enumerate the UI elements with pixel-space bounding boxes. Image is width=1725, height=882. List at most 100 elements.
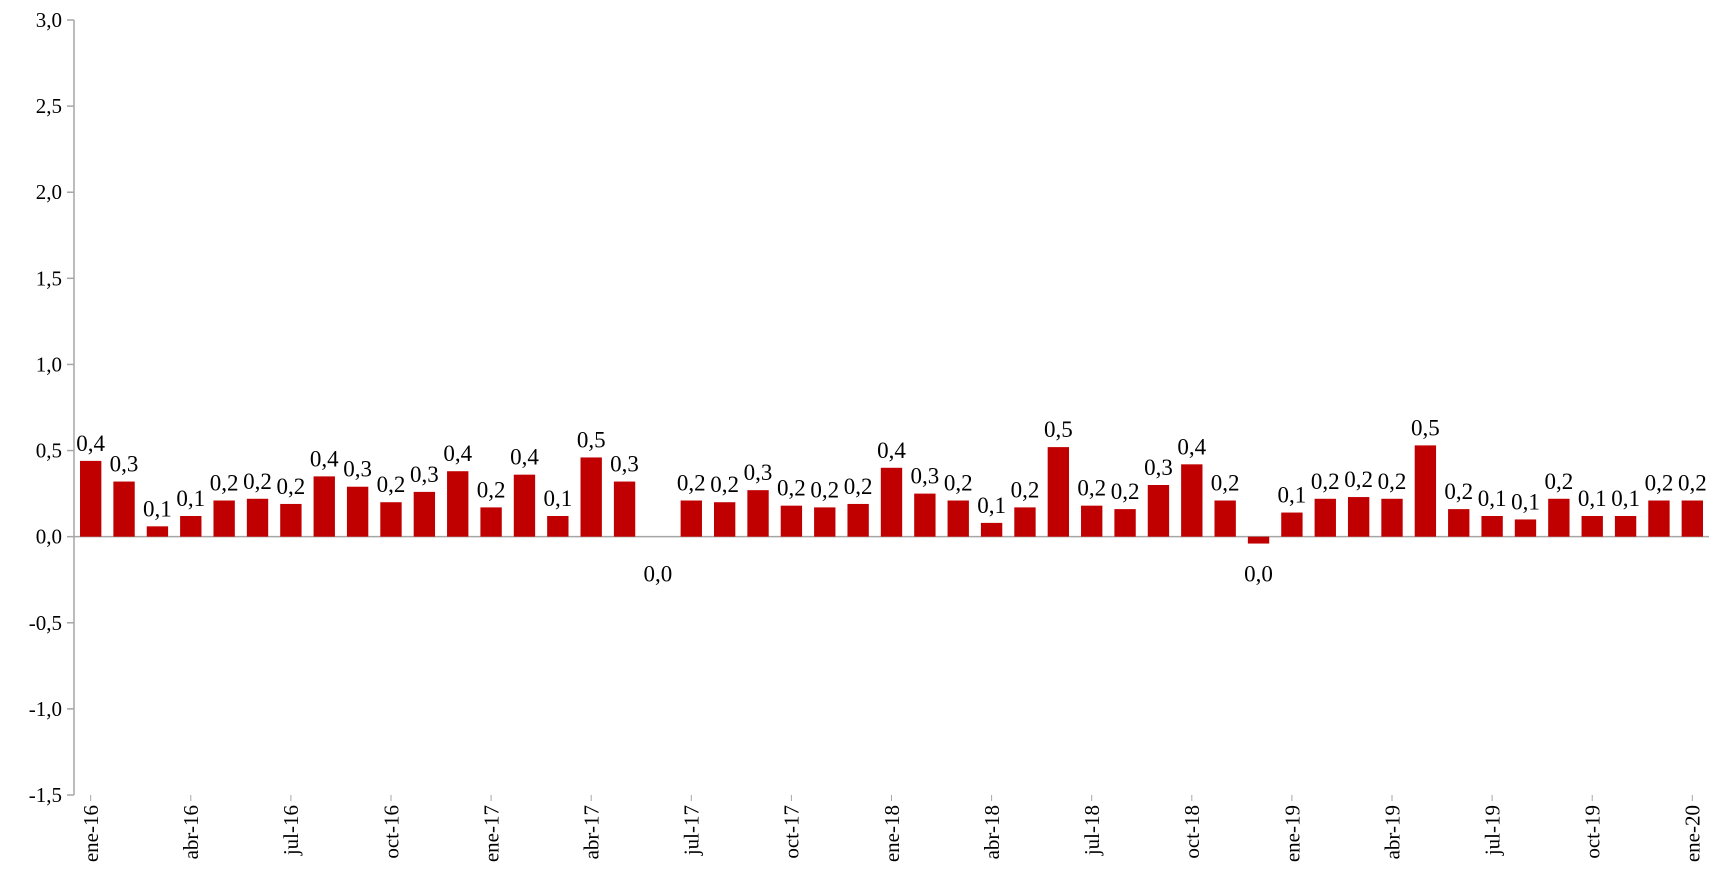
bar <box>246 498 269 537</box>
x-tick-label: ene-17 <box>479 805 503 862</box>
bar <box>914 493 936 537</box>
value-label: 0,3 <box>610 452 639 477</box>
value-label: 0,2 <box>1645 471 1674 496</box>
value-label: 0,2 <box>1678 471 1707 496</box>
bar <box>713 502 736 537</box>
x-tick-label: jul-17 <box>680 805 704 856</box>
y-tick-label: -1,5 <box>29 783 62 807</box>
bar <box>180 516 202 537</box>
value-label: 0,2 <box>777 476 806 501</box>
bar <box>680 500 702 537</box>
value-label: 0,5 <box>1411 415 1440 440</box>
value-label: 0,3 <box>410 462 439 487</box>
bar <box>1314 498 1336 537</box>
value-label: 0,2 <box>810 477 839 502</box>
bar <box>313 476 335 537</box>
value-label: 0,2 <box>710 472 739 497</box>
bar <box>1181 464 1203 537</box>
bar <box>947 500 969 537</box>
value-label: 0,4 <box>443 441 472 466</box>
x-tick-label: abr-16 <box>179 805 203 859</box>
x-tick-label: jul-19 <box>1480 805 1504 856</box>
y-tick-label: -0,5 <box>29 611 62 635</box>
x-tick-label: abr-18 <box>980 805 1004 859</box>
value-label: 0,3 <box>343 457 372 482</box>
value-label: 0,4 <box>310 446 339 471</box>
value-label: 0,2 <box>1111 479 1140 504</box>
bar <box>547 516 569 537</box>
bar <box>480 507 502 537</box>
bar <box>1114 509 1136 537</box>
bar <box>1548 498 1570 537</box>
value-label: 0,2 <box>844 474 873 499</box>
y-tick-label: 3,0 <box>36 8 62 32</box>
y-tick-label: 2,5 <box>36 94 62 118</box>
bar <box>747 490 769 537</box>
bar <box>880 467 903 537</box>
bar <box>847 503 869 537</box>
value-label: 0,3 <box>744 460 773 485</box>
value-label: 0,2 <box>1011 477 1040 502</box>
value-label: 0,3 <box>910 464 939 489</box>
value-label: 0,4 <box>76 431 105 456</box>
value-label: 0,2 <box>1344 467 1373 492</box>
value-label: 0,2 <box>1211 471 1240 496</box>
value-label: 0,2 <box>477 477 506 502</box>
value-label: 0,2 <box>377 472 406 497</box>
value-label: 0,0 <box>1244 562 1273 587</box>
bar <box>413 491 436 537</box>
value-label: 0,5 <box>1044 417 1073 442</box>
x-tick-label: ene-18 <box>880 805 904 862</box>
value-label: 0,4 <box>1177 434 1206 459</box>
bar <box>1047 447 1070 537</box>
bar <box>1614 516 1637 537</box>
value-label: 0,2 <box>677 471 706 496</box>
x-tick-label: jul-16 <box>279 805 303 856</box>
bar <box>1514 519 1537 537</box>
y-tick-label: 2,0 <box>36 180 62 204</box>
value-label: 0,4 <box>877 438 906 463</box>
bar <box>1448 509 1470 537</box>
bar <box>814 507 836 537</box>
bar <box>780 505 803 537</box>
bar <box>280 503 302 537</box>
bar <box>80 460 102 537</box>
y-tick-label: 0,5 <box>36 439 62 463</box>
y-tick-label: 1,5 <box>36 266 62 290</box>
value-label: 0,1 <box>1578 486 1607 511</box>
value-label: 0,4 <box>510 445 539 470</box>
bar <box>1414 445 1437 537</box>
bar <box>1281 512 1303 537</box>
bar <box>1147 485 1170 537</box>
value-label: 0,3 <box>110 452 139 477</box>
x-tick-label: abr-17 <box>580 805 604 859</box>
bar <box>513 474 536 537</box>
value-label: 0,0 <box>644 562 673 587</box>
value-label: 0,3 <box>1144 455 1173 480</box>
bar <box>1381 498 1403 537</box>
value-label: 0,5 <box>577 427 606 452</box>
value-label: 0,1 <box>1511 489 1540 514</box>
bar <box>213 500 235 537</box>
bar <box>1681 500 1703 537</box>
x-tick-label: ene-16 <box>79 805 103 862</box>
value-label: 0,1 <box>176 486 205 511</box>
x-tick-label: ene-20 <box>1681 805 1705 862</box>
x-tick-label: ene-19 <box>1280 805 1304 862</box>
bar <box>1347 497 1370 537</box>
bar <box>613 481 636 537</box>
value-label: 0,2 <box>1311 469 1340 494</box>
value-label: 0,1 <box>977 493 1006 518</box>
value-label: 0,2 <box>944 471 973 496</box>
value-label: 0,1 <box>1478 486 1507 511</box>
value-label: 0,1 <box>1278 483 1307 508</box>
bar <box>980 522 1003 537</box>
y-tick-label: 1,0 <box>36 352 62 376</box>
bar <box>380 502 402 537</box>
bar <box>447 471 469 537</box>
x-tick-label: oct-18 <box>1180 805 1204 859</box>
y-tick-label: -1,0 <box>29 697 62 721</box>
bar <box>1481 516 1503 537</box>
value-label: 0,2 <box>1544 469 1573 494</box>
